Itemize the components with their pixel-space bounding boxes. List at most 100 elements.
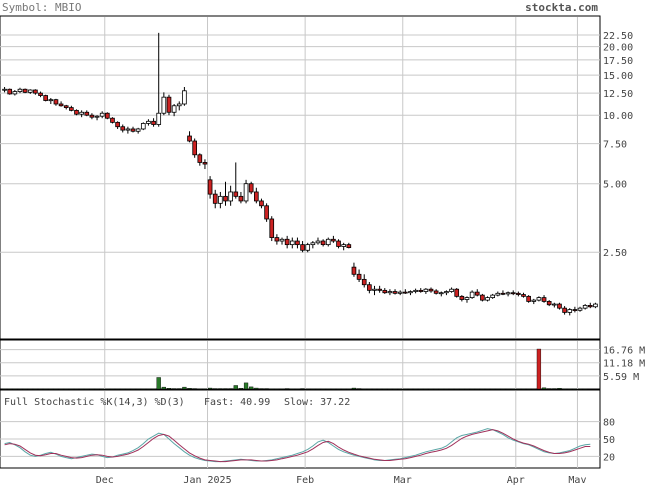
candle-body — [552, 303, 557, 306]
candle-body — [166, 96, 172, 113]
volume-bars — [2, 348, 588, 390]
price-tick-label: 22.50 — [603, 31, 633, 42]
volume-bar — [567, 388, 572, 390]
candle-body — [99, 112, 105, 117]
candle-body — [63, 105, 69, 108]
candle-body — [516, 292, 521, 295]
candle-body — [120, 126, 126, 131]
candle-body — [33, 89, 38, 94]
stochastic-axis-labels: 80 50 20 — [603, 418, 615, 464]
candle-body — [218, 195, 223, 204]
volume-bar — [141, 388, 146, 390]
volume-bar — [213, 388, 218, 390]
candle-body — [356, 273, 362, 280]
candle-body — [438, 292, 444, 295]
volume-bar — [377, 388, 382, 390]
volume-bar — [320, 388, 326, 390]
candle-body — [572, 309, 578, 311]
volume-bar — [264, 388, 269, 390]
candle-body — [500, 292, 506, 295]
volume-bar — [356, 388, 362, 390]
candle-body — [38, 92, 43, 96]
volume-bar — [434, 388, 439, 390]
volume-bar — [557, 388, 562, 390]
volume-bar — [223, 388, 228, 390]
candle-body — [587, 305, 593, 308]
stochastic-tick-label: 80 — [603, 418, 615, 429]
volume-bar — [17, 388, 23, 390]
x-tick-label: Mar — [394, 475, 412, 486]
volume-bar — [480, 388, 485, 390]
volume-bar — [279, 388, 285, 390]
candle-body — [146, 120, 151, 124]
candle-body — [392, 291, 398, 294]
volume-bar — [192, 388, 197, 390]
candle-body — [593, 303, 598, 308]
price-tick-label: 5.00 — [603, 180, 627, 191]
candle-body — [115, 121, 120, 128]
candle-body — [361, 278, 367, 286]
candle-body — [341, 244, 346, 247]
volume-bar — [94, 388, 100, 390]
volume-bar — [69, 388, 74, 390]
volume-bar — [398, 388, 403, 390]
volume-bar — [511, 388, 516, 390]
price-candles — [2, 32, 598, 316]
candle-body — [48, 99, 54, 102]
volume-bar — [166, 388, 172, 390]
price-tick-label: 10.00 — [603, 111, 633, 122]
candle-body — [469, 291, 475, 299]
volume-bar — [146, 388, 151, 390]
candle-body — [84, 111, 90, 116]
volume-tick-label: 5.59 M — [603, 372, 639, 383]
candle-body — [125, 128, 131, 131]
candle-body — [423, 288, 429, 292]
candle-body — [531, 299, 537, 302]
fast-label: Fast: 40.99 — [204, 397, 270, 408]
candle-body — [27, 89, 33, 93]
candle-body — [428, 288, 434, 292]
candle-body — [536, 297, 542, 301]
volume-bar — [58, 388, 64, 390]
volume-bar — [177, 388, 182, 390]
volume-bar — [439, 388, 444, 390]
volume-bar — [362, 388, 367, 390]
volume-bar — [408, 388, 413, 390]
volume-bar — [249, 386, 254, 390]
volume-bar — [2, 388, 7, 390]
candle-body — [228, 191, 233, 202]
volume-bar — [428, 388, 434, 390]
candle-body — [53, 99, 59, 105]
volume-bar — [105, 388, 110, 390]
volume-bar — [521, 388, 526, 390]
volume-bar — [331, 388, 336, 390]
x-tick-label: Jan 2025 — [183, 475, 231, 486]
candle-body — [567, 309, 573, 313]
volume-bar — [531, 388, 536, 390]
candle-body — [202, 162, 208, 165]
candle-body — [140, 123, 146, 130]
candle-body — [269, 218, 275, 238]
volume-bar — [572, 388, 578, 390]
volume-bar — [110, 388, 115, 390]
volume-bar — [187, 388, 192, 390]
volume-bar — [583, 388, 588, 390]
volume-bar — [526, 388, 531, 390]
candle-body — [382, 289, 388, 294]
volume-bar — [536, 348, 542, 390]
candle-body — [274, 237, 280, 242]
volume-bar — [500, 388, 506, 390]
x-tick-label: Mav — [568, 475, 586, 486]
stochastic-tick-label: 20 — [603, 452, 615, 463]
candle-body — [464, 297, 470, 300]
candle-body — [197, 154, 203, 163]
volume-bar — [305, 388, 310, 390]
volume-bar — [197, 388, 202, 390]
volume-bar — [295, 388, 300, 390]
candle-body — [562, 307, 567, 313]
volume-tick-label: 11.18 M — [603, 359, 645, 370]
volume-bar — [485, 388, 490, 390]
candle-body — [223, 195, 228, 202]
gridlines — [0, 17, 600, 468]
